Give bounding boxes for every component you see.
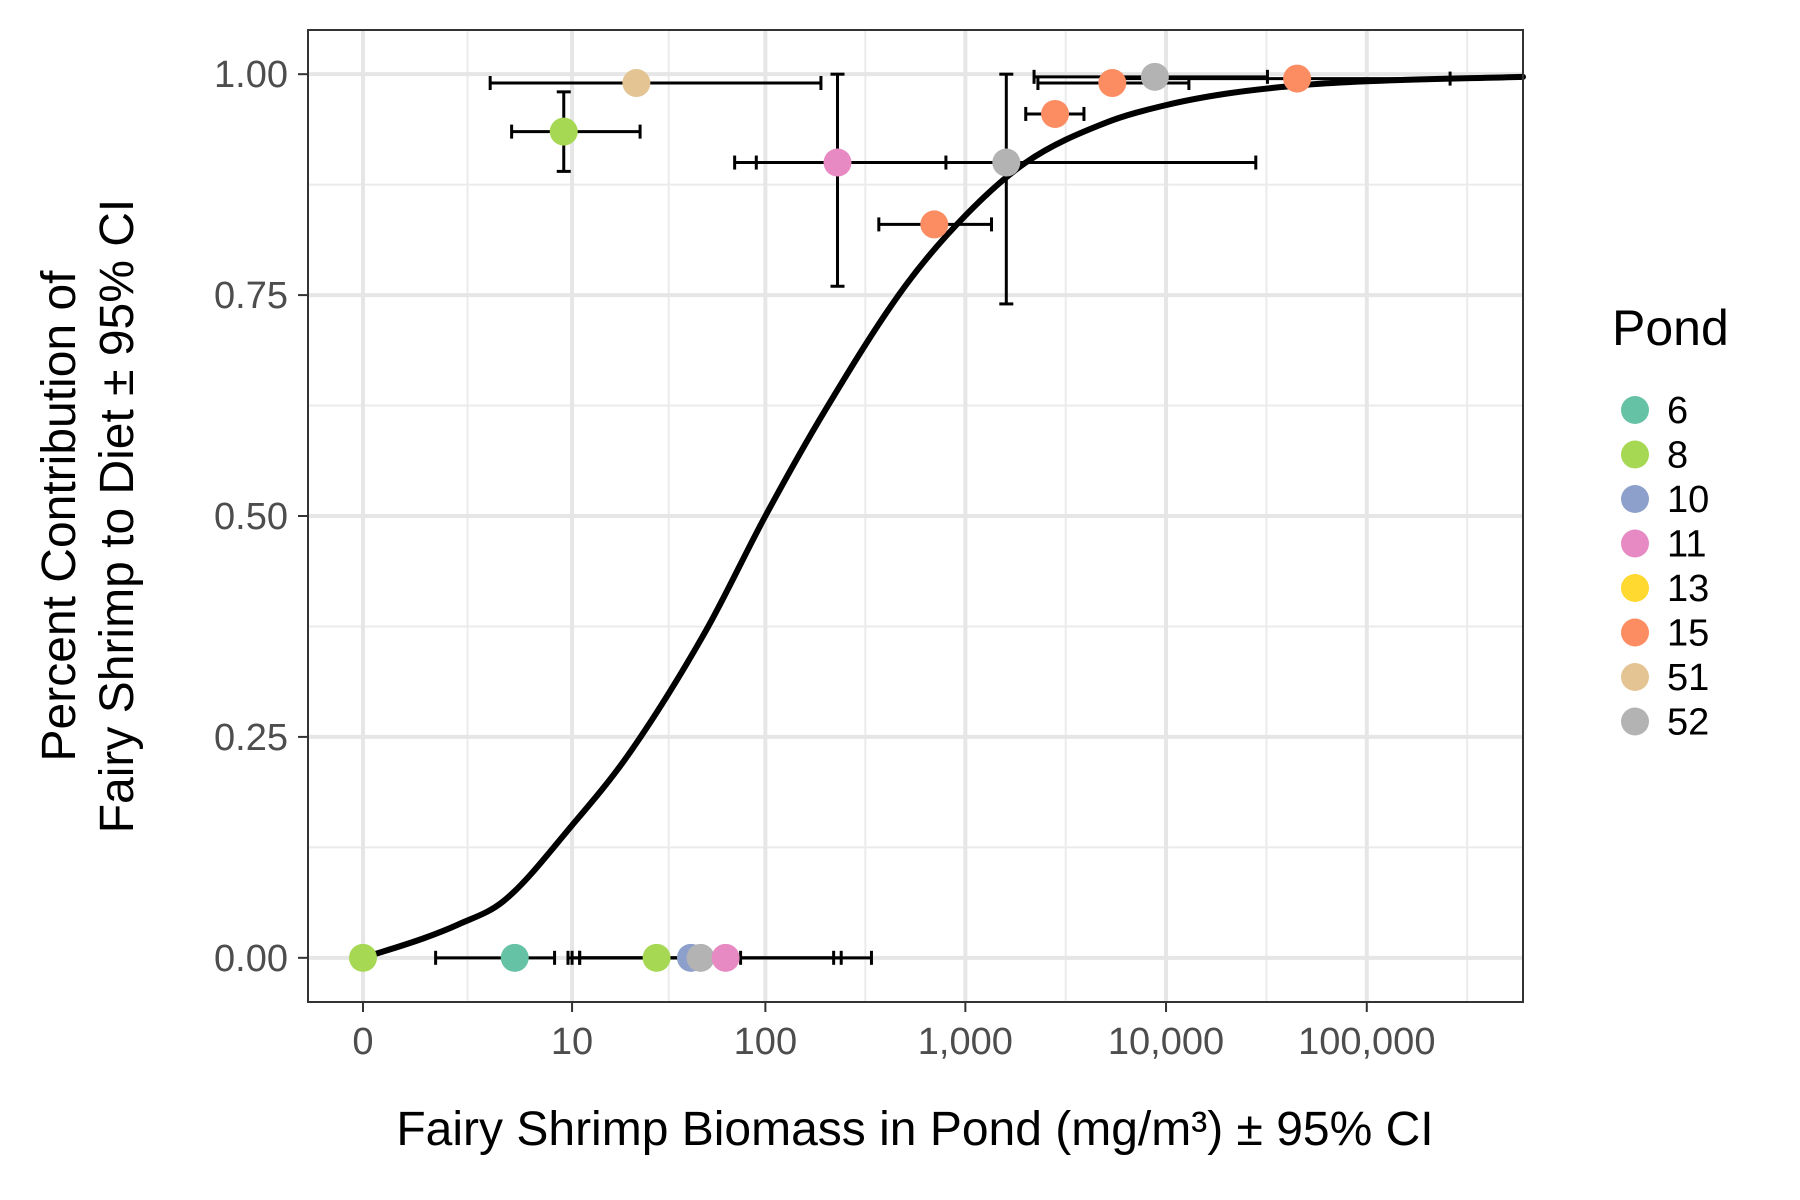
legend-label-13: 13 (1667, 568, 1709, 610)
fit-curve-layer (360, 73, 1526, 961)
data-point-pond-15 (1098, 69, 1127, 98)
x-tick-label: 10 (551, 1021, 593, 1063)
data-point-pond-15 (1041, 99, 1070, 128)
data-points (349, 62, 1312, 972)
data-point-pond-8 (549, 117, 578, 146)
legend-key-6 (1621, 396, 1649, 424)
x-axis-title: Fairy Shrimp Biomass in Pond (mg/m³) ± 9… (396, 1103, 1433, 1156)
data-point-pond-8 (349, 943, 377, 972)
y-tick-label: 0.50 (214, 496, 288, 538)
legend-label-6: 6 (1667, 390, 1688, 432)
data-point-pond-15 (920, 210, 949, 239)
x-tick-label: 0 (352, 1021, 373, 1063)
legend-key-11 (1621, 529, 1649, 558)
y-axis-title-line-1: Percent Contribution of (33, 270, 86, 762)
data-point-pond-52 (686, 943, 715, 972)
legend-key-15 (1621, 618, 1649, 647)
data-point-pond-6 (500, 943, 529, 972)
y-tick-label: 0.00 (214, 938, 288, 980)
data-point-pond-11 (711, 943, 740, 972)
y-tick-label: 0.25 (214, 717, 288, 759)
legend-label-8: 8 (1667, 435, 1688, 477)
x-tick-label: 100,000 (1298, 1021, 1435, 1063)
legend-key-8 (1621, 440, 1649, 469)
y-axis-title: Percent Contribution of Fairy Shrimp to … (33, 199, 144, 834)
x-tick-label: 10,000 (1108, 1021, 1224, 1063)
data-point-pond-15 (1283, 64, 1312, 93)
grid (308, 30, 1523, 1002)
data-point-pond-52 (1140, 62, 1169, 91)
legend-label-11: 11 (1667, 524, 1706, 566)
legend-title: Pond (1612, 300, 1729, 356)
y-tick-label: 0.75 (214, 275, 288, 317)
x-tick-label: 100 (734, 1021, 797, 1063)
y-axis-title-line-2: Fairy Shrimp to Diet ± 95% CI (91, 199, 144, 834)
y-tick-label: 1.00 (214, 54, 288, 96)
y-axis-ticks: 0.00 0.25 0.50 0.75 1.00 (214, 54, 308, 980)
legend-key-51 (1621, 663, 1649, 691)
data-point-pond-52 (992, 148, 1021, 177)
legend-label-15: 15 (1667, 613, 1709, 655)
data-point-pond-11 (823, 148, 852, 177)
x-tick-label: 1,000 (918, 1021, 1013, 1063)
error-bars (434, 69, 1452, 965)
data-point-pond-8 (642, 943, 671, 972)
x-axis-ticks: 0 10 100 1,000 10,000 100,000 (352, 1002, 1435, 1063)
legend-label-52: 52 (1667, 702, 1709, 744)
legend-label-10: 10 (1667, 479, 1709, 521)
fit-curve (360, 73, 1526, 961)
data-point-pond-51 (622, 69, 651, 98)
legend-key-52 (1621, 707, 1649, 736)
legend-key-13 (1621, 574, 1649, 602)
legend-key-10 (1621, 485, 1649, 513)
legend-label-51: 51 (1667, 657, 1709, 699)
